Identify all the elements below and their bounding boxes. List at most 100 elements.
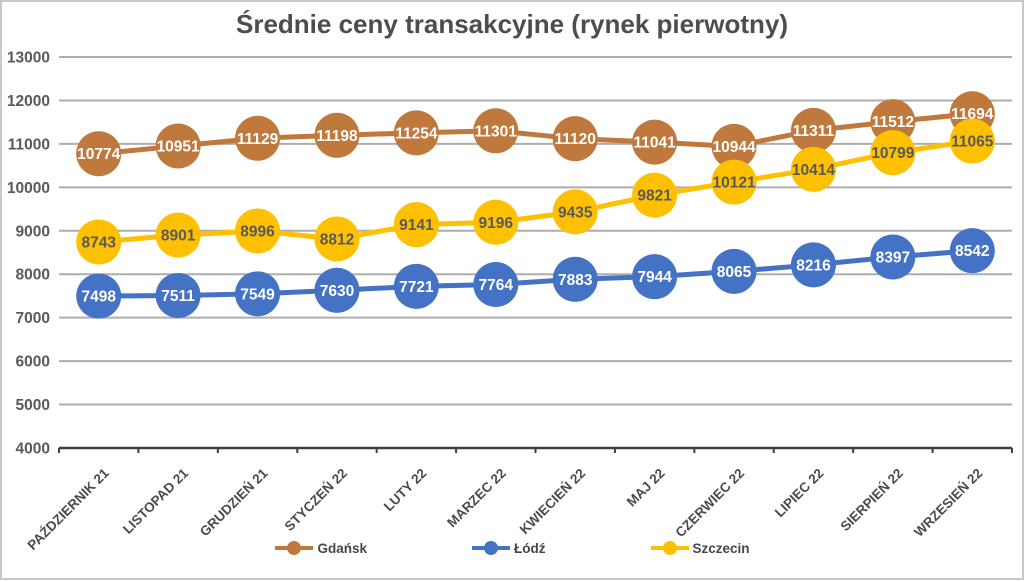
data-marker-szczecin bbox=[393, 202, 439, 248]
data-marker-łódź bbox=[949, 228, 995, 274]
data-marker-szczecin bbox=[552, 189, 598, 235]
x-axis-category-label: CZERWIEC 22 bbox=[673, 466, 748, 541]
data-marker-gdańsk bbox=[632, 119, 678, 165]
y-axis-tick-label: 13000 bbox=[7, 50, 50, 67]
data-marker-gdańsk bbox=[790, 107, 836, 153]
data-marker-gdańsk bbox=[235, 115, 281, 161]
data-label-szczecin: 10121 bbox=[712, 175, 755, 192]
series-line-gdańsk bbox=[98, 111, 973, 157]
data-label-szczecin: 8996 bbox=[240, 223, 275, 240]
data-marker-szczecin bbox=[235, 208, 281, 254]
data-marker-szczecin bbox=[76, 219, 122, 265]
y-axis-tick-label: 10000 bbox=[7, 180, 50, 197]
data-label-szczecin: 10414 bbox=[792, 162, 835, 179]
data-label-szczecin: 10799 bbox=[871, 145, 914, 162]
data-label-łódź: 7944 bbox=[637, 269, 672, 286]
x-axis-category-label: LISTOPAD 21 bbox=[120, 465, 192, 537]
data-marker-szczecin bbox=[949, 118, 995, 164]
x-axis-category-label: SIERPIEŃ 22 bbox=[838, 466, 906, 534]
data-label-gdańsk: 11041 bbox=[634, 135, 677, 152]
legend-marker-gdansk-icon bbox=[275, 541, 314, 555]
y-axis-tick-label: 7000 bbox=[16, 310, 50, 327]
data-marker-łódź bbox=[870, 234, 916, 280]
data-marker-szczecin bbox=[473, 199, 519, 245]
data-label-szczecin: 9435 bbox=[558, 204, 593, 221]
legend-marker-szczecin-icon bbox=[650, 541, 689, 555]
data-label-łódź: 7549 bbox=[240, 286, 275, 303]
data-label-łódź: 7498 bbox=[81, 289, 116, 306]
data-label-łódź: 8542 bbox=[955, 243, 989, 260]
data-label-łódź: 7883 bbox=[558, 272, 593, 289]
data-marker-szczecin bbox=[711, 159, 757, 205]
data-marker-gdańsk bbox=[711, 123, 757, 169]
chart-title: Średnie ceny transakcyjne (rynek pierwot… bbox=[236, 9, 788, 39]
y-axis-tick-label: 4000 bbox=[16, 441, 50, 458]
data-label-gdańsk: 10951 bbox=[157, 139, 200, 156]
data-label-gdańsk: 11129 bbox=[237, 131, 279, 148]
data-label-łódź: 7511 bbox=[161, 288, 195, 305]
data-marker-szczecin bbox=[314, 216, 360, 262]
x-axis-category-label: KWIECIEŃ 22 bbox=[517, 466, 589, 538]
data-marker-szczecin bbox=[870, 130, 916, 176]
legend-entry-lodz: Łódź bbox=[471, 540, 546, 556]
data-label-gdańsk: 11694 bbox=[951, 106, 994, 123]
y-axis-tick-label: 9000 bbox=[16, 223, 50, 240]
y-axis-tick-label: 12000 bbox=[7, 93, 50, 110]
data-marker-łódź bbox=[393, 263, 439, 309]
data-label-szczecin: 8743 bbox=[81, 234, 116, 251]
data-marker-gdańsk bbox=[314, 112, 360, 158]
legend-label-szczecin: Szczecin bbox=[692, 540, 750, 556]
data-label-łódź: 8216 bbox=[796, 257, 831, 274]
y-axis-tick-label: 11000 bbox=[8, 136, 50, 153]
data-label-gdańsk: 11311 bbox=[793, 123, 835, 140]
data-marker-szczecin bbox=[632, 172, 678, 218]
data-marker-szczecin bbox=[155, 212, 201, 258]
x-axis-category-label: GRUDZIEŃ 21 bbox=[197, 465, 271, 539]
data-label-gdańsk: 11301 bbox=[475, 123, 518, 140]
data-marker-łódź bbox=[235, 271, 281, 317]
data-label-gdańsk: 11512 bbox=[872, 114, 914, 131]
x-axis-category-label: STYCZEŃ 22 bbox=[282, 466, 350, 534]
data-marker-gdańsk bbox=[870, 99, 916, 145]
data-marker-łódź bbox=[76, 273, 122, 319]
data-label-szczecin: 8812 bbox=[320, 231, 354, 248]
x-axis-category-label: MARZEC 22 bbox=[444, 466, 509, 531]
data-label-szczecin: 9196 bbox=[479, 215, 514, 232]
data-label-gdańsk: 11198 bbox=[316, 128, 358, 145]
data-label-łódź: 8397 bbox=[876, 249, 910, 266]
x-axis-category-label: LIPIEC 22 bbox=[772, 466, 827, 521]
data-marker-gdańsk bbox=[552, 116, 598, 162]
legend: Gdańsk Łódź Szczecin bbox=[2, 540, 1022, 556]
data-marker-gdańsk bbox=[393, 110, 439, 156]
data-label-gdańsk: 10944 bbox=[712, 139, 755, 156]
data-label-łódź: 7721 bbox=[399, 279, 434, 296]
data-label-szczecin: 9141 bbox=[399, 217, 434, 234]
data-marker-łódź bbox=[473, 261, 519, 307]
data-marker-łódź bbox=[314, 267, 360, 313]
data-label-gdańsk: 10774 bbox=[77, 146, 120, 163]
legend-entry-szczecin: Szczecin bbox=[650, 540, 750, 556]
data-label-szczecin: 11065 bbox=[951, 134, 994, 151]
data-label-gdańsk: 11120 bbox=[555, 131, 596, 148]
legend-marker-lodz-icon bbox=[472, 541, 510, 555]
x-axis-category-label: WRZESIEŃ 22 bbox=[911, 466, 985, 540]
data-marker-szczecin bbox=[790, 146, 836, 192]
series-line-szczecin bbox=[98, 138, 973, 245]
data-label-gdańsk: 11254 bbox=[395, 125, 438, 142]
data-label-łódź: 7630 bbox=[320, 283, 354, 300]
y-axis-tick-label: 8000 bbox=[16, 267, 50, 284]
data-label-łódź: 8065 bbox=[717, 264, 752, 281]
data-marker-łódź bbox=[632, 254, 678, 300]
data-marker-gdańsk bbox=[473, 108, 519, 154]
x-axis-category-label: MAJ 22 bbox=[624, 466, 668, 510]
data-marker-gdańsk bbox=[155, 123, 201, 169]
legend-label-lodz: Łódź bbox=[514, 540, 546, 556]
x-axis-category-label: LUTY 22 bbox=[381, 466, 430, 515]
data-marker-łódź bbox=[711, 248, 757, 294]
data-marker-łódź bbox=[155, 272, 201, 318]
data-marker-gdańsk bbox=[76, 131, 122, 177]
legend-label-gdansk: Gdańsk bbox=[317, 540, 367, 556]
data-marker-łódź bbox=[552, 256, 598, 302]
